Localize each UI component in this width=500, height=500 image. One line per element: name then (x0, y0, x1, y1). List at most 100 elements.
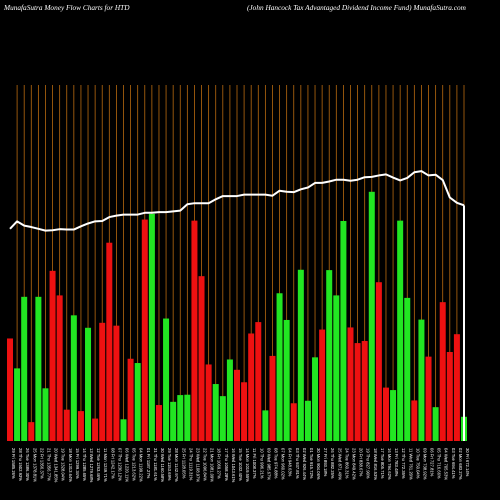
bar-up (262, 410, 269, 441)
x-tick-label: 06 Wed 1220.11% (125, 448, 130, 482)
x-tick-label: 21 Mon 1081.09% (210, 448, 215, 482)
x-tick-label: 19 Tue 1328.04% (61, 448, 66, 481)
grid-lines (16, 85, 465, 441)
x-tick-label: 22 Tue 1096.84% (203, 448, 208, 481)
x-tick-label: 18 Wed 816.53% (373, 448, 378, 480)
bar-down (198, 276, 205, 441)
x-tick-label: 02 Mon 683.27% (458, 448, 463, 480)
x-tick-label: 18 Fri 1069.27% (217, 448, 222, 479)
bar-down (205, 364, 212, 441)
bar-up (432, 407, 439, 441)
bar-down (63, 409, 70, 441)
x-tick-label: 04 Wed 705.53% (444, 448, 449, 480)
x-tick-label: 29 Fri 1585.26% (11, 448, 16, 479)
bar-up (283, 319, 290, 441)
bar-up (368, 191, 375, 441)
bar-down (382, 387, 389, 441)
x-tick-label: 29 Tue 1153.69% (167, 448, 172, 481)
bar-up (297, 269, 304, 441)
x-tick-label: 27 Fri 893.18% (323, 448, 328, 477)
x-tick-label: 30 Mon 904.06% (316, 448, 321, 480)
bar-down (375, 282, 382, 441)
x-tick-label: 04 Mon 1199.22% (139, 448, 144, 482)
bar-up (184, 394, 191, 441)
x-tick-label: 23 Wed 1108.97% (195, 448, 200, 482)
bar-down (155, 405, 162, 441)
x-tick-label: 13 Fri 783.48% (394, 448, 399, 477)
x-tick-label: 18 Mon 1313.64% (68, 448, 73, 482)
bar-down (127, 358, 134, 441)
x-tick-label: 07 Thu 1230.12% (117, 448, 122, 481)
x-tick-label: 02 Wed 926.44% (302, 448, 307, 480)
x-tick-label: 01 Fri 1187.27% (146, 448, 151, 479)
x-tick-label: 26 Thu 882.25% (330, 448, 335, 479)
x-tick-label: 17 Tue 805.71% (380, 448, 385, 479)
x-tick-label: 04 Fri 948.63% (288, 448, 293, 477)
x-tick-label: 09 Wed 985.67% (266, 448, 271, 480)
bar-up (312, 357, 319, 441)
x-tick-label: 14 Mon 1019.55% (245, 448, 250, 482)
x-tick-label: 12 Tue 1263.46% (96, 448, 101, 481)
bar-down (106, 242, 113, 441)
x-tick-label: 11 Wed 761.20% (408, 448, 413, 480)
bar-down (77, 411, 84, 441)
x-tick-label: 17 Thu 1058.28% (224, 448, 229, 481)
x-tick-label: 30 Wed 1160.58% (160, 448, 165, 482)
bar-up (35, 296, 42, 441)
chart-title-left: MunafaSutra Money Flow Charts for HTD (4, 3, 130, 12)
bar-up (340, 220, 347, 441)
bar-up (304, 400, 311, 441)
bar-down (92, 418, 99, 441)
bar-down (446, 352, 453, 441)
x-tick-label: 24 Thu 1119.31% (188, 448, 193, 481)
bar-up (390, 390, 397, 441)
x-tick-label: 28 Mon 1142.97% (174, 448, 179, 482)
x-tick-label: 03 Thu 937.81% (295, 448, 300, 479)
bar-up (177, 395, 184, 441)
x-tick-label: 22 Fri 1356.37% (39, 448, 44, 479)
bar-down (269, 355, 276, 441)
x-tick-label: 11 Fri 1008.37% (252, 448, 257, 479)
x-tick-label: 07 Mon 960.02% (281, 448, 286, 480)
bar-up (418, 319, 425, 441)
bar-down (56, 295, 63, 441)
x-tick-label: 10 Thu 996.21% (259, 448, 264, 479)
bar-up (333, 295, 340, 441)
bar-down (191, 220, 198, 441)
x-tick-label: 13 Wed 1279.68% (89, 448, 94, 483)
x-tick-label: 23 Mon 849.42% (352, 448, 357, 480)
x-tick-label: 28 Thu 1502.93% (18, 448, 23, 481)
bar-down (319, 329, 326, 441)
chart-title-right: (John Hancock Tax Advantaged Dividend In… (247, 3, 466, 12)
x-tick-label: 01 Tue 915.72% (309, 448, 314, 479)
x-tick-label: 25 Wed 871.49% (337, 448, 342, 480)
bar-down (411, 400, 418, 441)
bar-up (148, 213, 155, 441)
bar-up (397, 220, 404, 441)
x-tick-label: 08 Fri 1242.17% (110, 448, 115, 479)
x-tick-label: 14 Thu 1285.65% (82, 448, 87, 481)
x-tick-label: 05 Tue 1213.62% (132, 448, 137, 481)
bar-down (354, 343, 361, 441)
bar-up (276, 293, 283, 441)
bar-down (113, 325, 120, 441)
bar-up (85, 327, 92, 441)
x-tick-label: 26 Tue 1386.30% (25, 448, 30, 481)
bar-down (255, 322, 262, 441)
x-tick-label: 11 Mon 1249.71% (103, 448, 108, 482)
x-tick-label: 16 Mon 794.62% (387, 448, 392, 480)
bar-down (439, 302, 446, 441)
x-tick-label: 20 Fri 838.67% (359, 448, 364, 477)
bar-down (425, 356, 432, 441)
bar-up (170, 401, 177, 441)
bar-up (21, 296, 28, 441)
bar-up (219, 396, 226, 441)
bar-up (404, 297, 411, 441)
x-tick-label: 19 Thu 827.90% (366, 448, 371, 479)
bar-down (7, 338, 13, 441)
x-tick-labels: 29 Fri 1585.26% 28 Thu 1502.93% 26 Tue 138… (11, 448, 470, 483)
x-tick-label: 10 Tue 750.04% (415, 448, 420, 479)
bar-down (28, 422, 35, 441)
bar-up (120, 419, 127, 441)
bar-up (14, 368, 21, 441)
